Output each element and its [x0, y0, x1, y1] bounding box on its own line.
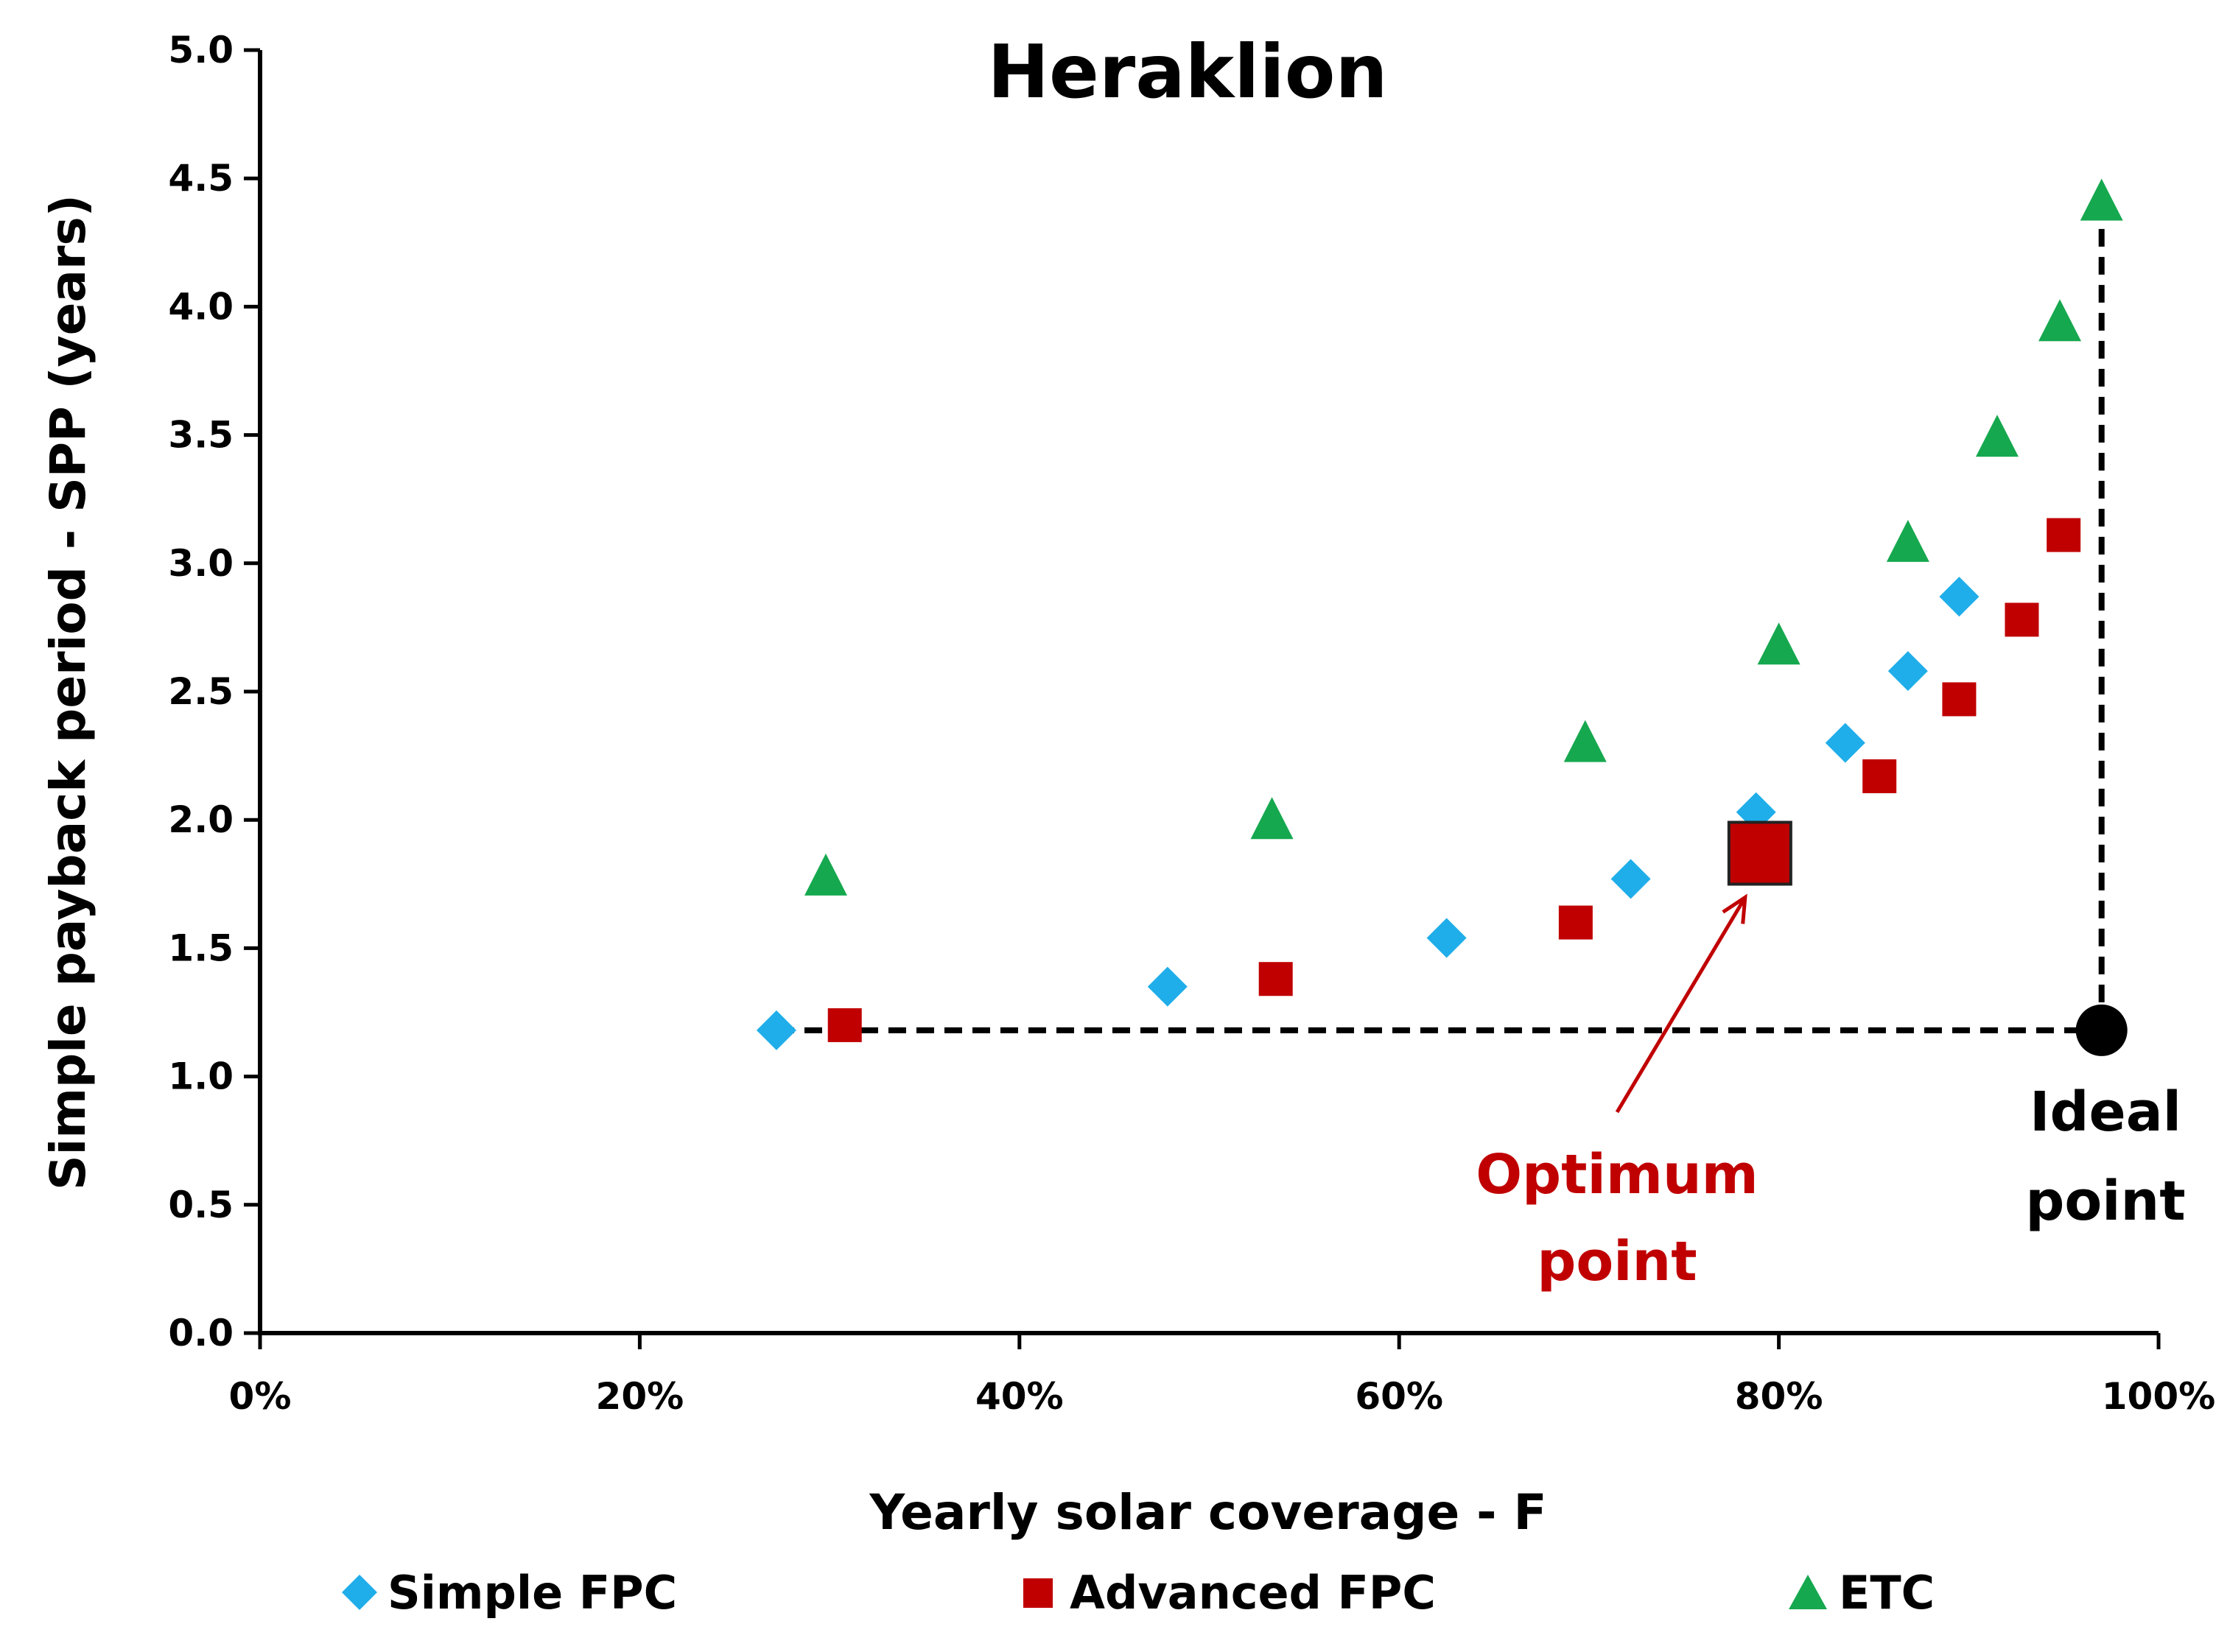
legend-square-marker [1023, 1578, 1053, 1608]
x-ticks: 0% 20% 40% 60% 80% 100% [229, 1333, 2215, 1418]
optimum-label-line2: point [1537, 1230, 1697, 1293]
y-tick-label: 3.0 [168, 542, 234, 585]
legend-label-advanced-fpc: Advanced FPC [1070, 1566, 1436, 1620]
series-advanced-fpc [827, 518, 2081, 1042]
legend-item-advanced-fpc: Advanced FPC [1023, 1566, 1436, 1620]
x-tick-label: 20% [596, 1375, 684, 1418]
y-ticks: 0.0 0.5 1.0 1.5 2.0 2.5 3.0 3.5 4.0 4.5 5.0 [168, 29, 260, 1354]
legend-diamond-marker [342, 1575, 377, 1610]
y-tick-label: 2.5 [168, 670, 234, 713]
x-tick-label: 60% [1355, 1375, 1443, 1418]
diamond-point [1939, 577, 1980, 617]
diamond-point [1426, 918, 1467, 958]
square-point [1942, 682, 1977, 717]
triangle-point [1757, 622, 1801, 665]
legend-label-simple-fpc: Simple FPC [388, 1566, 677, 1620]
triangle-point [804, 853, 847, 896]
diamond-point [1825, 723, 1865, 763]
square-point [1558, 905, 1593, 940]
triangle-point [1250, 797, 1294, 840]
optimum-label-line1: Optimum [1476, 1143, 1759, 1206]
optimum-arrow-head [1722, 893, 1747, 924]
data-points [756, 178, 2128, 1056]
y-tick-label: 0.5 [168, 1184, 234, 1226]
legend-item-etc: ETC [1789, 1566, 1935, 1620]
y-tick-label: 1.0 [168, 1055, 234, 1098]
legend-item-simple-fpc: Simple FPC [342, 1566, 677, 1620]
y-tick-label: 1.5 [168, 927, 234, 969]
legend-triangle-marker [1789, 1575, 1827, 1609]
square-point [1862, 759, 1897, 793]
triangle-point [1975, 415, 2019, 457]
y-axis-title: Simple payback period - SPP (years) [40, 194, 97, 1190]
diamond-point [1610, 859, 1651, 899]
triangle-point [2038, 299, 2081, 342]
y-tick-label: 2.0 [168, 798, 234, 841]
triangle-point [1886, 519, 1929, 562]
optimum-square-point [1727, 820, 1792, 886]
square-point [827, 1008, 862, 1042]
optimum-arrow-line [1615, 896, 1747, 1114]
ideal-guides [776, 201, 2105, 1033]
triangle-point [2080, 178, 2123, 221]
axes [258, 50, 2159, 1335]
square-point [1258, 962, 1293, 997]
legend-label-etc: ETC [1839, 1566, 1935, 1620]
y-tick-label: 5.0 [168, 29, 234, 71]
y-tick-label: 4.0 [168, 285, 234, 328]
diamond-point [1887, 651, 1928, 692]
square-point [2005, 602, 2039, 637]
ideal-label-line2: point [2025, 1170, 2185, 1233]
y-tick-label: 4.5 [168, 157, 234, 200]
ideal-point-marker [2075, 1004, 2128, 1056]
y-tick-label: 0.0 [168, 1312, 234, 1354]
annotations: Optimum point Ideal point [1476, 893, 2186, 1293]
triangle-point [1563, 720, 1607, 762]
legend: Simple FPC Advanced FPC ETC [342, 1566, 1935, 1620]
x-tick-label: 100% [2102, 1375, 2215, 1418]
chart-title: Heraklion [987, 29, 1387, 115]
ideal-label-line1: Ideal [2030, 1080, 2181, 1144]
y-tick-label: 3.5 [168, 414, 234, 457]
x-tick-label: 0% [229, 1375, 292, 1418]
x-tick-label: 40% [975, 1375, 1064, 1418]
series-etc [804, 178, 2123, 896]
diamond-point [756, 1010, 796, 1050]
square-point [2047, 518, 2081, 552]
x-axis-title: Yearly solar coverage - F [869, 1484, 1546, 1541]
x-tick-label: 80% [1735, 1375, 1823, 1418]
series-simple-fpc [756, 577, 1980, 1050]
diamond-point [1147, 966, 1188, 1007]
